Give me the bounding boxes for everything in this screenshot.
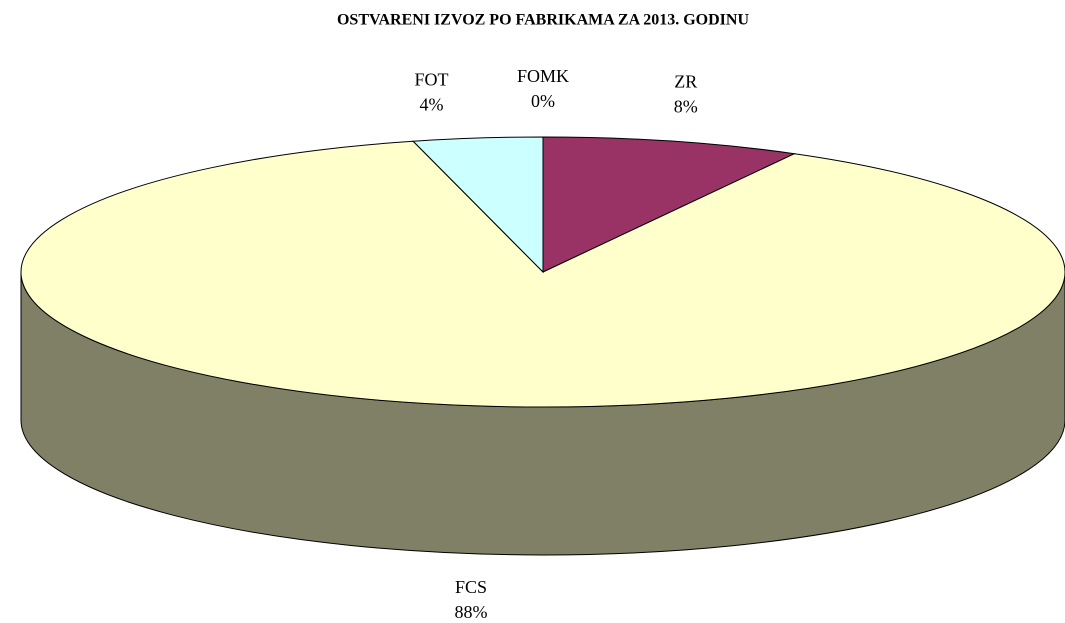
slice-value: 4% [419,94,443,114]
slice-label: FOT [414,69,448,89]
slice-label: ZR [674,72,697,92]
chart-title: OSTVARENI IZVOZ PO FABRIKAMA ZA 2013. GO… [337,12,749,29]
slice-value: 0% [531,91,555,111]
pie-slice [542,136,797,273]
slice-value: 8% [674,97,698,117]
slice-value: 88% [455,602,488,622]
slice-label: FOMK [517,66,569,86]
slice-label: FCS [455,577,487,597]
pie-slice [20,140,1065,408]
